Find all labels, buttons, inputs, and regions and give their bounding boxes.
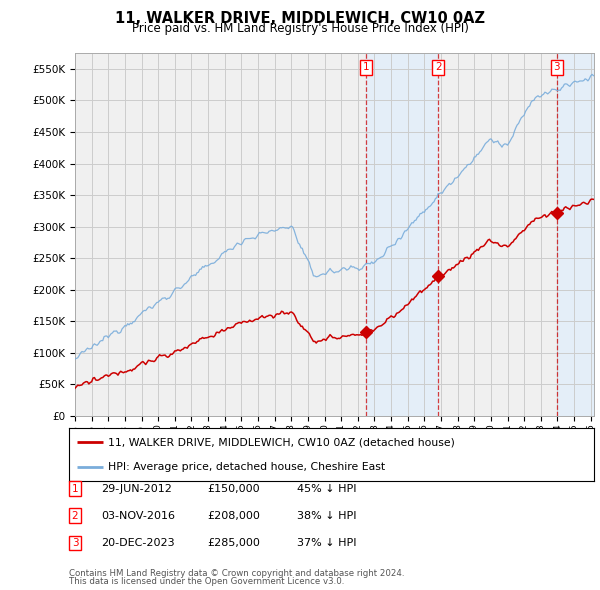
Bar bbox=[366, 53, 439, 416]
Text: £208,000: £208,000 bbox=[207, 511, 260, 520]
Text: 37% ↓ HPI: 37% ↓ HPI bbox=[297, 538, 356, 548]
Text: 2: 2 bbox=[71, 511, 79, 520]
Text: 1: 1 bbox=[71, 484, 79, 493]
Text: Price paid vs. HM Land Registry's House Price Index (HPI): Price paid vs. HM Land Registry's House … bbox=[131, 22, 469, 35]
Text: 38% ↓ HPI: 38% ↓ HPI bbox=[297, 511, 356, 520]
Text: HPI: Average price, detached house, Cheshire East: HPI: Average price, detached house, Ches… bbox=[109, 461, 386, 471]
Text: £150,000: £150,000 bbox=[207, 484, 260, 493]
Text: 11, WALKER DRIVE, MIDDLEWICH, CW10 0AZ (detached house): 11, WALKER DRIVE, MIDDLEWICH, CW10 0AZ (… bbox=[109, 437, 455, 447]
Text: This data is licensed under the Open Government Licence v3.0.: This data is licensed under the Open Gov… bbox=[69, 578, 344, 586]
Text: 1: 1 bbox=[363, 62, 370, 72]
Text: 03-NOV-2016: 03-NOV-2016 bbox=[101, 511, 175, 520]
Text: £285,000: £285,000 bbox=[207, 538, 260, 548]
Text: 3: 3 bbox=[553, 62, 560, 72]
Text: 3: 3 bbox=[71, 538, 79, 548]
Text: 11, WALKER DRIVE, MIDDLEWICH, CW10 0AZ: 11, WALKER DRIVE, MIDDLEWICH, CW10 0AZ bbox=[115, 11, 485, 25]
Text: 29-JUN-2012: 29-JUN-2012 bbox=[101, 484, 172, 493]
Bar bbox=[557, 53, 594, 416]
Text: 2: 2 bbox=[435, 62, 442, 72]
Text: 20-DEC-2023: 20-DEC-2023 bbox=[101, 538, 175, 548]
Text: 45% ↓ HPI: 45% ↓ HPI bbox=[297, 484, 356, 493]
Text: Contains HM Land Registry data © Crown copyright and database right 2024.: Contains HM Land Registry data © Crown c… bbox=[69, 569, 404, 578]
